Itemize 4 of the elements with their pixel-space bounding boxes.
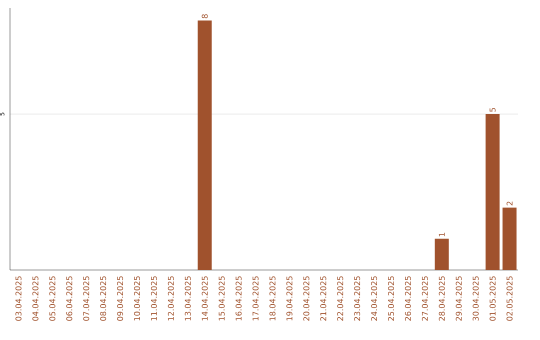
bar: [502, 208, 517, 270]
bar: [198, 20, 212, 270]
bar: [434, 238, 449, 270]
bar: [486, 114, 500, 270]
